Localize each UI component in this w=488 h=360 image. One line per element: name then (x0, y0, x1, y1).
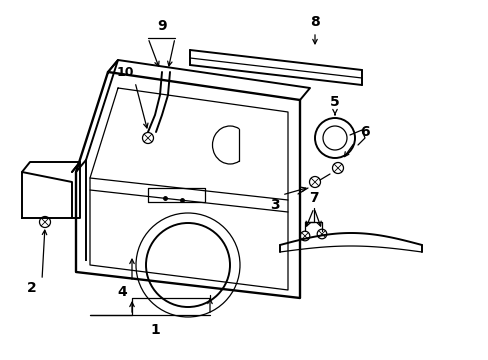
Text: 4: 4 (117, 285, 126, 299)
Text: 7: 7 (308, 191, 318, 205)
Text: 6: 6 (360, 125, 369, 139)
Text: 8: 8 (309, 15, 319, 29)
Text: 5: 5 (329, 95, 339, 109)
Text: 3: 3 (270, 198, 279, 212)
Text: 9: 9 (157, 19, 166, 33)
Text: 2: 2 (27, 281, 37, 295)
Text: 10: 10 (116, 66, 134, 78)
Text: 1: 1 (150, 323, 160, 337)
